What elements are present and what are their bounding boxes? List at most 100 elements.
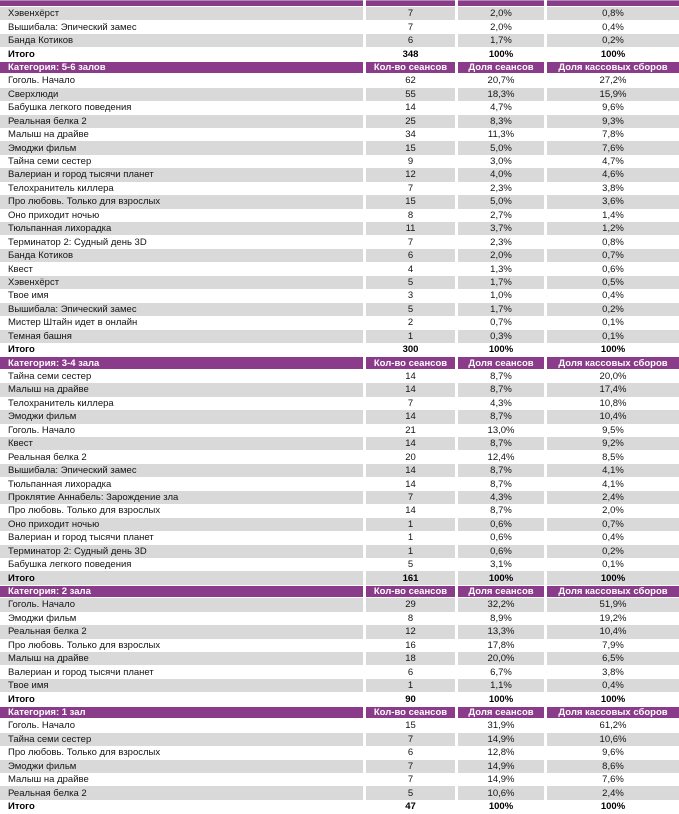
sessions-count: 7: [407, 236, 414, 248]
sessions-count: 14: [366, 383, 455, 397]
movie-title: Бабушка легкого поведения: [8, 559, 132, 571]
sessions-count: 14: [366, 410, 455, 424]
sessions-count: 7: [407, 397, 414, 409]
sessions-count: 34: [405, 129, 416, 141]
category-header-row: Категория: 5-6 залов Кол-во сеансов Доля с…: [0, 60, 679, 75]
boxoffice-share: 15,9%: [547, 87, 679, 102]
sessions-count: 14: [405, 478, 416, 490]
sessions-count: 15: [405, 720, 416, 732]
sessions-share: 8,7%: [458, 463, 544, 478]
sessions-share: 10,6%: [458, 786, 544, 800]
column-header-sessions-count: Кол-во сеансов: [366, 705, 455, 720]
sessions-share: 8,7%: [458, 437, 544, 451]
boxoffice-share: 1,2%: [547, 222, 679, 236]
clipped-header-row: [0, 0, 679, 6]
movie-title: Вышибала: Эпический замес: [8, 21, 137, 33]
sessions-share: 8,7%: [458, 410, 544, 424]
boxoffice-share: 7,9%: [602, 639, 624, 651]
movie-title: Вышибала: Эпический замес: [0, 302, 363, 317]
movie-row: Вышибала: Эпический замес 5 1,7% 0,2%: [0, 302, 679, 317]
sessions-share: 2,0%: [458, 7, 544, 21]
boxoffice-share: 7,8%: [602, 129, 624, 141]
sessions-count: 7: [366, 490, 455, 505]
column-header-sessions-count: Кол-во сеансов: [366, 356, 455, 370]
movie-title: Гоголь. Начало: [8, 424, 75, 436]
sessions-share: 11,3%: [487, 129, 515, 141]
sessions-share: 8,7%: [490, 505, 512, 517]
movie-row: Эмоджи фильм 14 8,7% 10,4%: [0, 410, 679, 424]
boxoffice-share: 1,4%: [602, 209, 624, 221]
sessions-count: 12: [366, 625, 455, 639]
movie-row: Вышибала: Эпический замес 7 2,0% 0,4%: [0, 20, 679, 33]
boxoffice-share: 0,4%: [547, 678, 679, 693]
movie-title: Телохранитель киллера: [8, 397, 114, 409]
sessions-share: 32,2%: [458, 598, 544, 612]
movie-title: Валериан и город тысячи планет: [0, 168, 363, 182]
sessions-share: 4,7%: [490, 102, 512, 114]
movie-title: Реальная белка 2: [0, 786, 363, 800]
movie-title: Оно приходит ночью: [8, 209, 100, 221]
sessions-share: 17,8%: [487, 639, 515, 651]
movie-title: Эмоджи фильм: [0, 141, 363, 155]
category-label: Категория: 5-6 залов: [0, 60, 363, 75]
sessions-count: 8: [407, 612, 414, 624]
movie-row: Малыш на драйве 18 20,0% 6,5%: [0, 652, 679, 666]
boxoffice-share: 100%: [600, 48, 626, 60]
boxoffice-share: 4,1%: [547, 463, 679, 478]
sessions-share: 0,3%: [458, 329, 544, 343]
movie-row: Валериан и город тысячи планет 6 6,7% 3,8%: [0, 665, 679, 678]
clipped-header-cell: [366, 0, 455, 6]
sessions-share: 2,0%: [490, 21, 512, 33]
sessions-share: 8,3%: [458, 114, 544, 128]
sessions-count: 3: [407, 290, 414, 302]
boxoffice-share: 0,2%: [547, 33, 679, 48]
movie-row: Тайна семи сестер 14 8,7% 20,0%: [0, 370, 679, 383]
sessions-share: 100%: [488, 801, 514, 813]
movie-row: Тайна семи сестер 9 3,0% 4,7%: [0, 155, 679, 168]
movie-title: Реальная белка 2: [0, 625, 363, 639]
movie-title: Про любовь. Только для взрослых: [8, 747, 161, 759]
sessions-share: 1,3%: [490, 263, 512, 275]
boxoffice-share: 100%: [600, 693, 626, 705]
boxoffice-share: 0,8%: [547, 7, 679, 21]
column-header-sessions-share: Доля сеансов: [458, 60, 544, 75]
boxoffice-share: 61,2%: [599, 720, 627, 732]
category-header-row: Категория: 1 зал Кол-во сеансов Доля сеанс…: [0, 705, 679, 720]
sessions-share: 14,9%: [487, 774, 515, 786]
boxoffice-share: 0,7%: [547, 248, 679, 263]
movie-title: Квест: [8, 263, 33, 275]
column-header-sessions-share: Доля сеансов: [458, 705, 544, 720]
column-header-sessions-share: Доля сеансов: [458, 584, 544, 599]
boxoffice-share: 0,4%: [602, 532, 624, 544]
movie-title: Про любовь. Только для взрослых: [8, 639, 161, 651]
sessions-count: 20: [405, 451, 416, 463]
sessions-share: 8,9%: [490, 612, 512, 624]
total-label: Итого: [8, 801, 35, 813]
sessions-share: 1,0%: [490, 290, 512, 302]
sessions-count: 348: [402, 48, 419, 60]
boxoffice-share: 6,5%: [547, 652, 679, 666]
boxoffice-share: 9,2%: [547, 437, 679, 451]
movie-title: Темная башня: [0, 329, 363, 343]
sessions-count: 14: [366, 437, 455, 451]
clipped-header-cell: [458, 0, 544, 6]
sessions-share: 8,7%: [490, 478, 512, 490]
movie-title: Оно приходит ночью: [0, 517, 363, 532]
sessions-share: 2,3%: [490, 182, 512, 194]
movie-title: Квест: [0, 437, 363, 451]
movie-row: Хэвенхёрст 7 2,0% 0,8%: [0, 7, 679, 21]
clipped-header-cell: [547, 0, 679, 6]
sessions-share: 2,3%: [490, 236, 512, 248]
boxoffice-share: 0,2%: [547, 302, 679, 317]
sessions-share: 31,9%: [487, 720, 515, 732]
sessions-count: 7: [407, 182, 414, 194]
movie-title: Терминатор 2: Судный день 3D: [8, 236, 147, 248]
boxoffice-share: 9,6%: [602, 102, 624, 114]
movie-row: Реальная белка 2 20 12,4% 8,5%: [0, 450, 679, 463]
movie-title: Тайна семи сестер: [8, 371, 92, 383]
movie-row: Гоголь. Начало 21 13,0% 9,5%: [0, 424, 679, 437]
sessions-count: 14: [405, 102, 416, 114]
column-header-sessions-count: Кол-во сеансов: [366, 60, 455, 75]
boxoffice-share: 0,4%: [602, 290, 624, 302]
sessions-share: 100%: [488, 344, 514, 356]
